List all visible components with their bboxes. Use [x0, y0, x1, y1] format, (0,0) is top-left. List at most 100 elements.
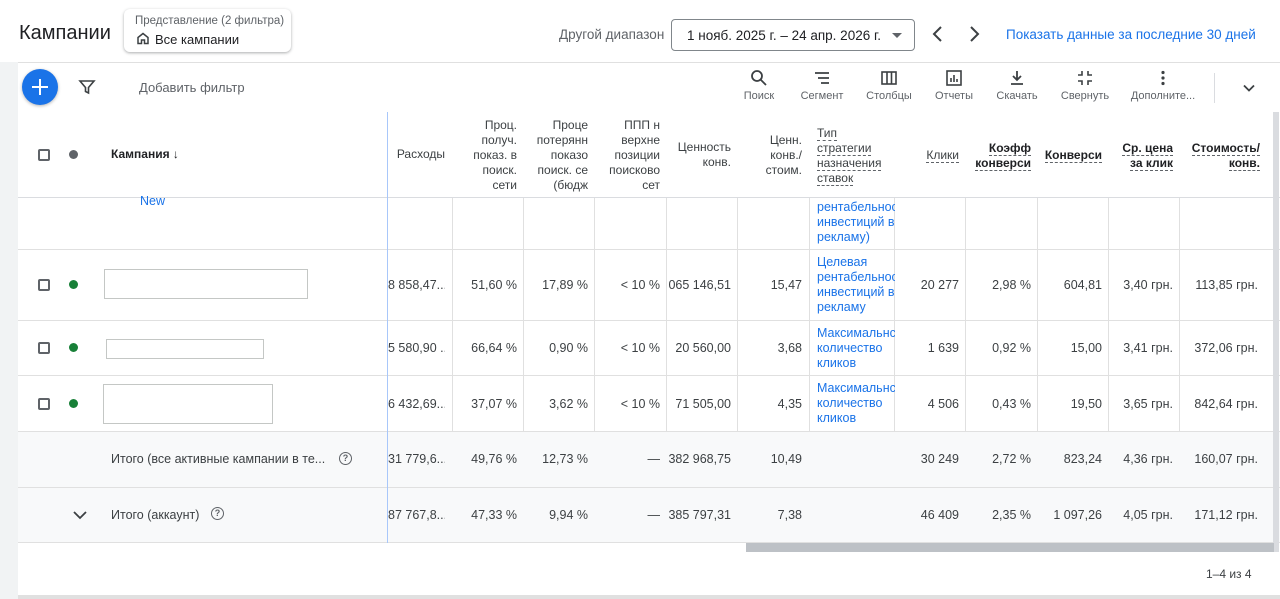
chevron-down-icon[interactable] — [71, 506, 89, 524]
table-header: Кампания ↓ Расходы Проц. получ. показ. в… — [18, 112, 1280, 198]
strategy-link[interactable]: Максимальнс количество кликов — [817, 326, 895, 370]
date-range-picker[interactable]: 1 нояб. 2025 г. – 24 апр. 2026 г. — [671, 19, 915, 51]
add-filter-button[interactable]: Добавить фильтр — [139, 80, 245, 95]
page-title: Кампании — [19, 22, 111, 44]
strategy-link[interactable]: рентабельнос инвестиций в рекламу) — [817, 200, 895, 244]
cell-clicks: 46 409 — [920, 508, 959, 522]
col-conv-rate[interactable]: Коэфф конверси — [975, 141, 1031, 171]
column-divider — [1179, 112, 1180, 543]
col-campaign[interactable]: Кампания ↓ — [111, 147, 179, 161]
col-lost-budget[interactable]: Проце потерянн показо поиск. се (бюдж — [536, 118, 588, 192]
cell-lost-budget: 17,89 % — [542, 278, 588, 292]
campaign-name-redacted[interactable] — [103, 384, 273, 424]
col-cost-per-conv[interactable]: Стоимость/ конв. — [1191, 141, 1260, 171]
toolbar-divider — [1214, 73, 1215, 103]
row-checkbox[interactable] — [38, 342, 50, 354]
cell-conversions: 823,24 — [1063, 452, 1102, 466]
last-30-days-link[interactable]: Показать данные за последние 30 дней — [1006, 27, 1256, 42]
collapse-icon — [1078, 71, 1092, 85]
cell-conv-rate: 2,35 % — [992, 508, 1031, 522]
chevron-left-icon[interactable] — [926, 22, 950, 46]
segment-tool-button[interactable]: Сегмент — [787, 69, 857, 109]
col-strategy[interactable]: Тип стратегии назначения ставок — [817, 126, 882, 186]
cell-cost: 8 858,47... — [388, 278, 445, 292]
strategy-link[interactable]: Целевая рентабельнос инвестиций в реклам… — [817, 255, 895, 314]
campaign-sub-link[interactable]: New — [140, 194, 166, 208]
cell-cost: 5 580,90 ... — [388, 341, 445, 355]
cell-cost: 31 779,6... — [388, 452, 445, 466]
cell-conv-rate: 2,72 % — [992, 452, 1031, 466]
more-tool-button[interactable]: Дополните... — [1128, 69, 1198, 109]
chevron-right-icon[interactable] — [962, 22, 986, 46]
row-checkbox[interactable] — [38, 279, 50, 291]
cell-conv-value: 065 146,51 — [668, 278, 731, 292]
add-campaign-button[interactable] — [22, 69, 58, 105]
help-icon[interactable]: ? — [339, 452, 352, 465]
table-row[interactable]: 6 432,69... 37,07 % 3,62 % < 10 % 71 505… — [18, 376, 1280, 432]
cell-conv-rate: 0,92 % — [992, 341, 1031, 355]
column-divider — [1037, 112, 1038, 543]
filter-icon[interactable] — [78, 78, 96, 96]
search-tool-button[interactable]: Поиск — [724, 69, 794, 109]
cell-cost-per-conv: 113,85 грн. — [1195, 278, 1258, 292]
chevron-down-icon[interactable] — [1240, 79, 1258, 97]
cell-cost-per-conv: 160,07 грн. — [1194, 452, 1258, 466]
cell-value-per-cost: 4,35 — [777, 397, 802, 411]
campaign-name-redacted[interactable] — [104, 269, 308, 299]
collapse-tool-button[interactable]: Свернуть — [1050, 69, 1120, 109]
row-checkbox[interactable] — [38, 398, 50, 410]
col-conv-value[interactable]: Ценность конв. — [677, 140, 731, 169]
campaign-name-redacted[interactable] — [106, 339, 264, 359]
tool-label: Сегмент — [800, 90, 844, 102]
tool-label: Отчеты — [934, 90, 974, 102]
select-all-checkbox[interactable] — [38, 149, 50, 161]
table-row[interactable]: 5 580,90 ... 66,64 % 0,90 % < 10 % 20 56… — [18, 321, 1280, 376]
columns-tool-button[interactable]: Столбцы — [854, 69, 924, 109]
col-conversions[interactable]: Конверси — [1044, 148, 1102, 163]
cell-impr-share: 37,07 % — [471, 397, 517, 411]
segment-icon — [815, 72, 829, 84]
tool-label: Скачать — [996, 90, 1038, 102]
cell-conv-rate: 2,98 % — [992, 278, 1031, 292]
status-enabled-icon — [69, 343, 78, 352]
cell-avg-cpc: 3,65 грн. — [1123, 397, 1173, 411]
cell-value-per-cost: 7,38 — [777, 508, 802, 522]
pagination-info: 1–4 из 4 — [1206, 567, 1252, 581]
vertical-scrollbar[interactable] — [1273, 112, 1279, 552]
status-enabled-icon — [69, 280, 78, 289]
cell-lost-budget: 3,62 % — [549, 397, 588, 411]
cell-impr-share: 49,76 % — [471, 452, 517, 466]
cell-top-share: — — [647, 508, 661, 522]
cell-conv-value: 71 505,00 — [675, 397, 731, 411]
table-row[interactable]: 8 858,47... 51,60 % 17,89 % < 10 % 065 1… — [18, 250, 1280, 321]
cell-value-per-cost: 15,47 — [770, 278, 802, 292]
col-clicks[interactable]: Клики — [926, 148, 959, 163]
column-divider — [666, 112, 667, 543]
col-impr-share[interactable]: Проц. получ. показ. в поиск. сети — [473, 118, 517, 192]
cell-clicks: 20 277 — [920, 278, 959, 292]
view-value: Все кампании — [155, 32, 240, 47]
view-label: Представление (2 фильтра) — [135, 15, 285, 27]
column-divider — [894, 112, 895, 543]
download-tool-button[interactable]: Скачать — [982, 69, 1052, 109]
horizontal-scrollbar[interactable] — [746, 543, 1274, 552]
table-row[interactable]: New рентабельнос инвестиций в рекламу) — [18, 194, 1280, 250]
strategy-link[interactable]: Максимальнс количество кликов — [817, 381, 895, 425]
total-row-account: Итого (аккаунт) ? 87 767,8... 47,33 % 9,… — [18, 488, 1280, 543]
cell-conversions: 19,50 — [1070, 397, 1102, 411]
reports-tool-button[interactable]: Отчеты — [919, 69, 989, 109]
col-top-share[interactable]: ППП н верхне позиции поисково сет — [609, 118, 660, 192]
cell-clicks: 30 249 — [920, 452, 959, 466]
col-cost[interactable]: Расходы — [396, 147, 445, 161]
view-selector[interactable]: Представление (2 фильтра) Все кампании — [124, 9, 291, 52]
help-icon[interactable]: ? — [211, 507, 224, 520]
tool-label: Свернуть — [1060, 90, 1110, 102]
download-icon — [1011, 71, 1023, 85]
cell-conv-value: 385 797,31 — [668, 508, 731, 522]
bottom-divider — [18, 595, 1280, 599]
search-icon — [751, 70, 767, 86]
cell-top-share: — — [647, 452, 661, 466]
col-value-per-cost[interactable]: Ценн. конв./ стоим. — [765, 133, 802, 177]
status-header-icon[interactable] — [69, 150, 78, 159]
col-avg-cpc[interactable]: Ср. цена за клик — [1122, 141, 1173, 171]
